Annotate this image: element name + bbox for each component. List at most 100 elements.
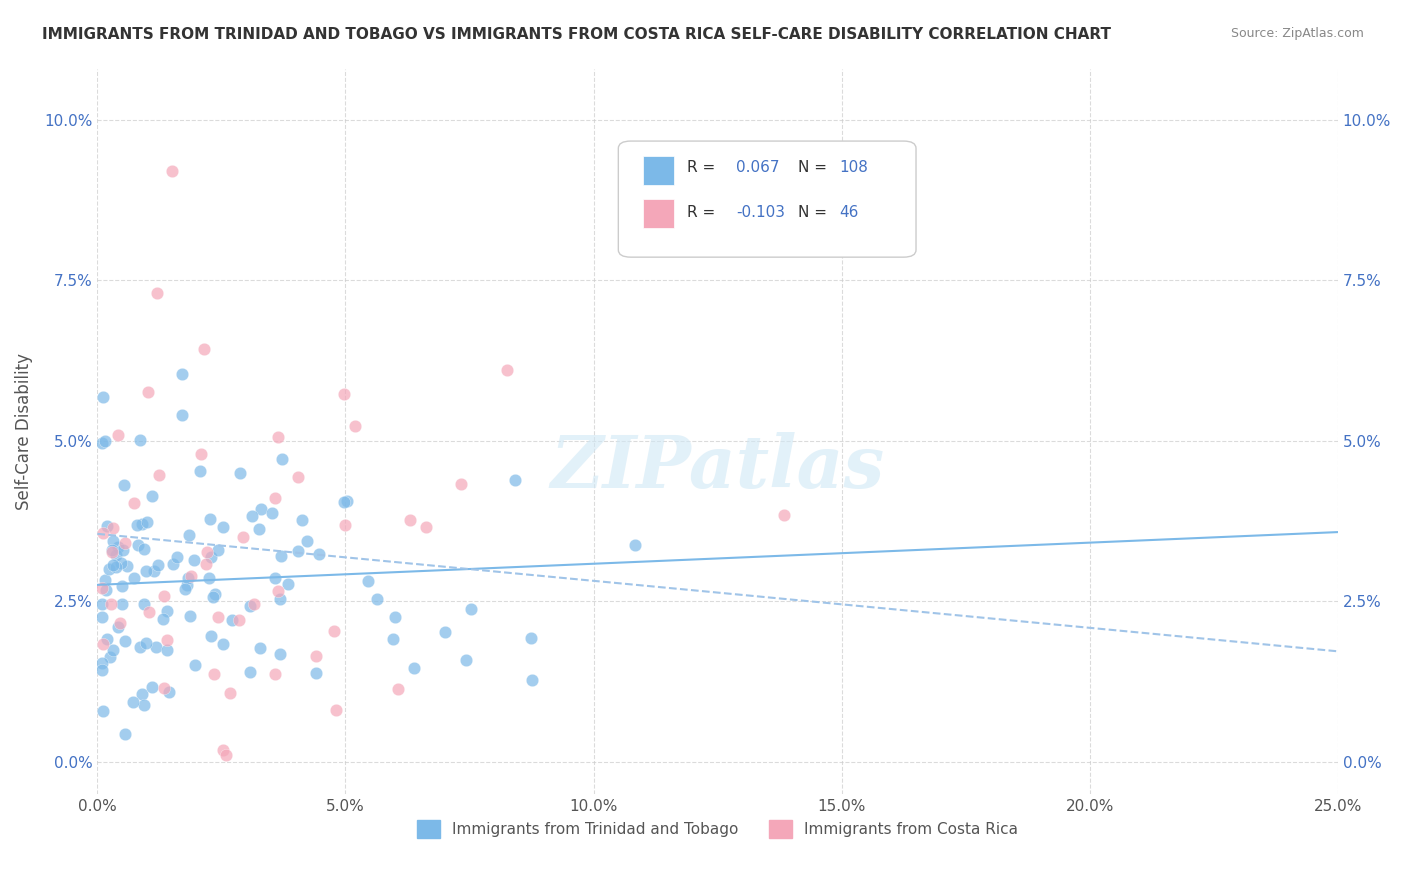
Point [238, 665, 260, 679]
Point [190, 446, 212, 460]
Point [456, 653, 478, 667]
Point [496, 363, 519, 377]
Point [384, 610, 406, 624]
Point [166, 550, 188, 565]
Point [212, 742, 235, 756]
Text: R =: R = [686, 204, 714, 219]
Point [228, 613, 250, 627]
Point [387, 682, 409, 697]
Point [174, 582, 197, 596]
Point [146, 286, 169, 301]
Text: N =: N = [799, 160, 827, 175]
Point [145, 640, 167, 654]
Point [322, 624, 344, 639]
Point [263, 491, 285, 505]
Point [160, 164, 183, 178]
Point [100, 542, 122, 557]
Point [262, 506, 284, 520]
Point [101, 643, 124, 657]
Point [91, 525, 114, 540]
Point [179, 608, 201, 623]
Point [229, 466, 252, 480]
Point [505, 473, 527, 487]
Point [287, 544, 309, 558]
Point [98, 649, 121, 664]
Point [202, 667, 225, 681]
Point [91, 581, 114, 595]
Point [129, 433, 152, 447]
Point [111, 579, 134, 593]
Point [101, 558, 124, 573]
Point [177, 571, 200, 585]
Point [381, 632, 404, 646]
Point [195, 558, 218, 572]
Point [96, 632, 118, 647]
Point [94, 434, 117, 448]
Point [156, 603, 179, 617]
Point [91, 704, 114, 718]
Point [97, 562, 120, 576]
Point [212, 637, 235, 651]
Point [148, 468, 170, 483]
Point [91, 610, 114, 624]
Point [434, 624, 457, 639]
Point [267, 584, 290, 599]
Point [94, 573, 117, 587]
Point [155, 643, 177, 657]
Point [176, 578, 198, 592]
Point [127, 538, 149, 552]
Point [103, 534, 125, 549]
Point [207, 543, 229, 558]
Point [219, 686, 242, 700]
Point [197, 571, 219, 585]
Point [460, 601, 482, 615]
Point [141, 489, 163, 503]
Legend: Immigrants from Trinidad and Tobago, Immigrants from Costa Rica: Immigrants from Trinidad and Tobago, Imm… [411, 814, 1024, 845]
Point [162, 557, 184, 571]
Point [112, 478, 135, 492]
Point [91, 637, 114, 651]
Point [295, 534, 318, 549]
FancyBboxPatch shape [619, 141, 917, 257]
Point [152, 589, 174, 603]
Point [107, 540, 129, 554]
Point [263, 571, 285, 585]
Point [136, 384, 159, 399]
Text: 0.067: 0.067 [737, 160, 780, 175]
Point [136, 515, 159, 529]
Point [772, 508, 794, 523]
Point [215, 748, 238, 763]
Point [333, 387, 356, 401]
Point [101, 521, 124, 535]
Point [131, 687, 153, 701]
Point [305, 649, 328, 664]
Point [91, 663, 114, 677]
Point [200, 629, 222, 643]
Point [100, 597, 122, 611]
Text: Source: ZipAtlas.com: Source: ZipAtlas.com [1230, 27, 1364, 40]
FancyBboxPatch shape [643, 199, 673, 228]
Point [249, 502, 271, 516]
Point [204, 587, 226, 601]
Point [114, 535, 136, 549]
Point [135, 564, 157, 578]
Point [107, 427, 129, 442]
Point [184, 657, 207, 672]
Point [402, 660, 425, 674]
Point [91, 390, 114, 404]
Point [242, 597, 264, 611]
FancyBboxPatch shape [643, 155, 673, 185]
Point [142, 564, 165, 578]
Point [287, 470, 309, 484]
Point [114, 727, 136, 741]
Point [333, 494, 356, 508]
Point [91, 657, 114, 671]
Point [269, 592, 291, 607]
Point [108, 616, 131, 631]
Point [91, 598, 114, 612]
Point [624, 538, 647, 552]
Point [177, 528, 200, 542]
Point [333, 517, 356, 532]
Point [141, 680, 163, 694]
Text: ZIPatlas: ZIPatlas [551, 432, 884, 503]
